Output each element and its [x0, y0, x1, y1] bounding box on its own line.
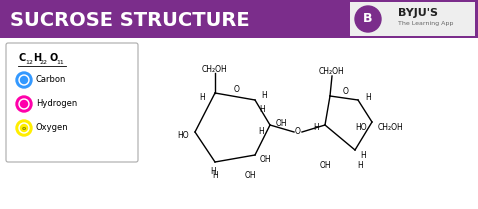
Text: C: C: [18, 53, 25, 63]
Text: Carbon: Carbon: [36, 75, 66, 84]
Text: 22: 22: [40, 60, 48, 65]
FancyBboxPatch shape: [0, 0, 478, 38]
Text: O: O: [234, 85, 240, 94]
Circle shape: [19, 123, 29, 133]
Text: CH₂OH: CH₂OH: [319, 68, 345, 76]
Circle shape: [21, 76, 28, 84]
Circle shape: [19, 99, 29, 109]
Circle shape: [16, 96, 32, 112]
Text: H: H: [365, 93, 371, 102]
Text: O: O: [343, 87, 349, 96]
Text: Oxygen: Oxygen: [36, 124, 69, 133]
Circle shape: [19, 75, 29, 85]
Circle shape: [16, 120, 32, 136]
Text: CH₂OH: CH₂OH: [202, 65, 228, 74]
Text: H: H: [360, 150, 366, 159]
Text: HO: HO: [177, 130, 189, 139]
FancyBboxPatch shape: [350, 2, 475, 36]
FancyBboxPatch shape: [6, 43, 138, 162]
Text: OH: OH: [319, 161, 331, 169]
Text: OH: OH: [260, 155, 272, 164]
Text: BYJU'S: BYJU'S: [398, 8, 438, 18]
Text: O: O: [295, 127, 301, 136]
Text: 12: 12: [25, 60, 33, 65]
Text: OH: OH: [276, 119, 288, 127]
Circle shape: [21, 101, 28, 107]
Text: H: H: [199, 93, 205, 102]
Text: 11: 11: [56, 60, 64, 65]
Text: OH: OH: [244, 171, 256, 180]
Text: CH₂OH: CH₂OH: [378, 122, 404, 131]
Text: H: H: [212, 171, 218, 180]
Text: H: H: [33, 53, 41, 63]
Text: HO: HO: [355, 124, 367, 133]
Text: H: H: [313, 124, 319, 133]
Text: H: H: [357, 161, 363, 169]
Text: O: O: [49, 53, 57, 63]
Circle shape: [355, 6, 381, 32]
Text: B: B: [363, 13, 373, 25]
Circle shape: [21, 125, 28, 131]
Text: o: o: [22, 125, 26, 130]
Text: SUCROSE STRUCTURE: SUCROSE STRUCTURE: [10, 11, 250, 31]
Text: H: H: [258, 126, 264, 135]
Circle shape: [16, 72, 32, 88]
Text: H: H: [259, 106, 265, 115]
Text: Hydrogen: Hydrogen: [36, 99, 77, 108]
Text: H: H: [261, 92, 267, 101]
Text: H: H: [210, 167, 216, 176]
Text: The Learning App: The Learning App: [398, 22, 453, 27]
